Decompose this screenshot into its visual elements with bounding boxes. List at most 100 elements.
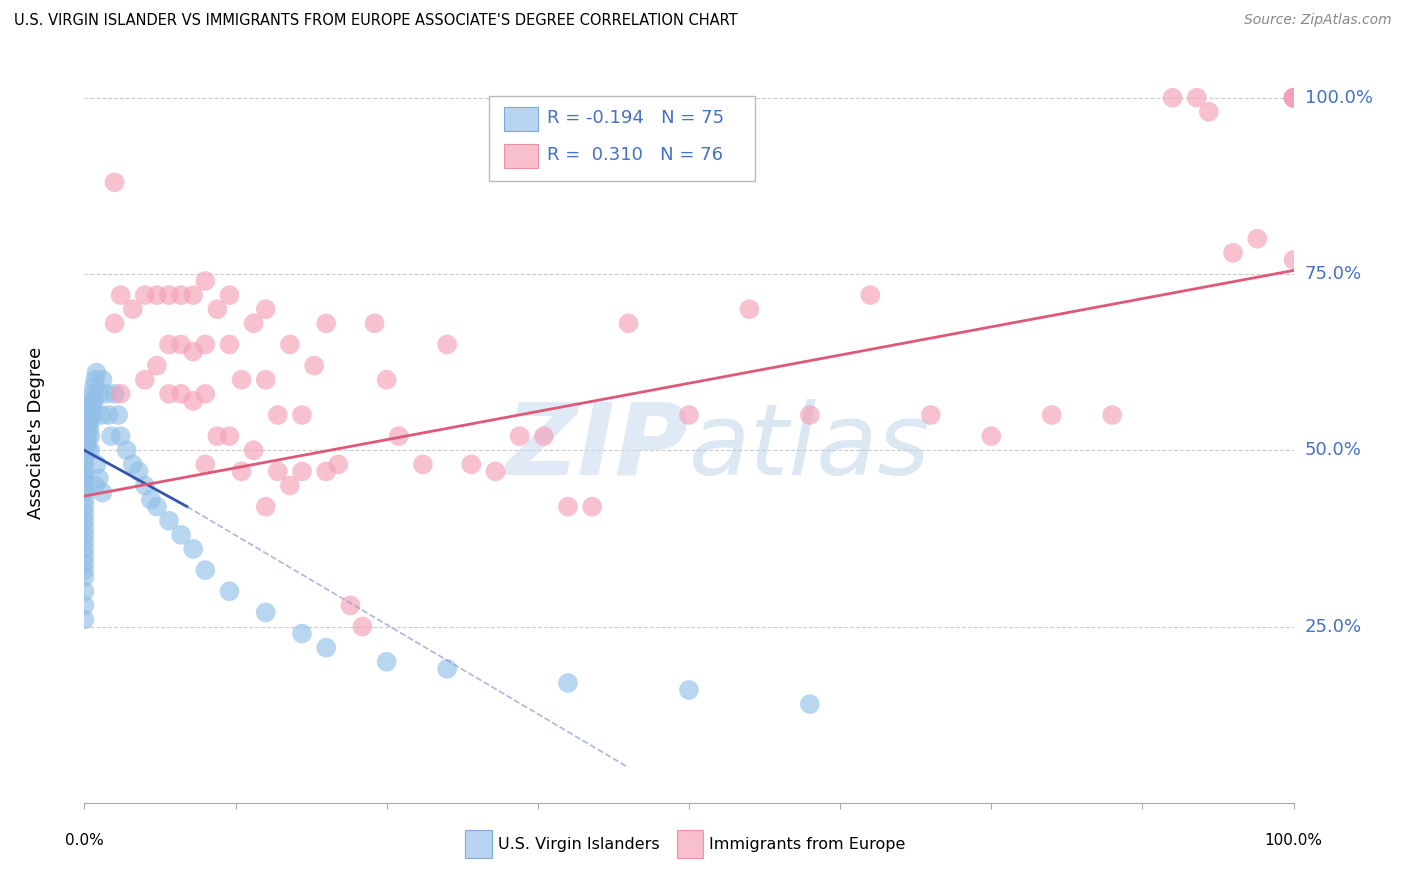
Point	[278, 478, 301, 492]
Point	[1161, 91, 1184, 105]
Point	[73, 471, 96, 485]
Point	[436, 337, 458, 351]
Point	[90, 408, 112, 422]
Point	[194, 458, 217, 472]
Point	[557, 500, 579, 514]
Point	[170, 337, 193, 351]
Point	[77, 429, 100, 443]
Point	[267, 408, 290, 422]
Point	[94, 387, 117, 401]
Point	[194, 337, 217, 351]
Point	[110, 429, 132, 443]
Point	[1101, 408, 1123, 422]
Point	[484, 464, 506, 478]
Point	[82, 401, 104, 415]
Point	[91, 373, 114, 387]
Point	[73, 485, 96, 500]
Point	[170, 288, 193, 302]
Text: Associate's Degree: Associate's Degree	[27, 346, 45, 519]
Point	[509, 429, 531, 443]
Point	[100, 429, 122, 443]
Point	[87, 387, 110, 401]
Text: R =  0.310   N = 76: R = 0.310 N = 76	[547, 146, 724, 164]
Point	[278, 337, 301, 351]
Point	[194, 563, 217, 577]
Point	[207, 429, 229, 443]
Point	[73, 521, 96, 535]
Point	[460, 458, 482, 472]
Point	[134, 478, 156, 492]
Point	[76, 436, 98, 450]
Point	[1185, 91, 1208, 105]
Point	[254, 606, 277, 620]
Text: R = -0.194   N = 75: R = -0.194 N = 75	[547, 109, 724, 127]
Point	[254, 500, 277, 514]
Point	[73, 507, 96, 521]
Point	[157, 514, 180, 528]
Text: ZIP: ZIP	[506, 399, 689, 496]
Point	[83, 380, 105, 394]
Point	[1282, 91, 1305, 105]
Point	[73, 471, 96, 485]
Point	[79, 429, 101, 443]
Point	[73, 563, 96, 577]
Point	[157, 288, 180, 302]
Point	[533, 429, 555, 443]
Point	[84, 373, 107, 387]
Point	[436, 662, 458, 676]
Point	[231, 464, 253, 478]
Point	[79, 443, 101, 458]
Bar	[503, 144, 538, 169]
Bar	[676, 830, 703, 858]
Text: 100.0%: 100.0%	[1305, 88, 1372, 107]
Point	[1246, 232, 1268, 246]
Point	[581, 500, 603, 514]
Point	[291, 626, 314, 640]
Text: Immigrants from Europe: Immigrants from Europe	[710, 837, 905, 852]
Text: Source: ZipAtlas.com: Source: ZipAtlas.com	[1244, 13, 1392, 28]
Point	[76, 422, 98, 436]
Point	[121, 302, 143, 317]
Point	[104, 387, 127, 401]
Point	[157, 387, 180, 401]
Point	[73, 599, 96, 613]
Point	[218, 429, 240, 443]
Point	[1282, 91, 1305, 105]
Point	[218, 584, 240, 599]
Point	[128, 464, 150, 478]
Point	[104, 175, 127, 189]
Text: 25.0%: 25.0%	[1305, 617, 1362, 635]
Point	[207, 302, 229, 317]
Text: 100.0%: 100.0%	[1264, 833, 1323, 848]
Point	[1282, 91, 1305, 105]
Point	[242, 443, 264, 458]
Text: atlas: atlas	[689, 399, 931, 496]
Point	[1222, 245, 1244, 260]
Text: U.S. Virgin Islanders: U.S. Virgin Islanders	[498, 837, 659, 852]
Bar	[503, 107, 538, 131]
Point	[73, 535, 96, 549]
Point	[194, 387, 217, 401]
Point	[181, 541, 204, 556]
Point	[139, 492, 162, 507]
Point	[80, 408, 103, 422]
Point	[77, 422, 100, 436]
Point	[328, 458, 350, 472]
Point	[181, 393, 204, 408]
Point	[134, 288, 156, 302]
Text: 75.0%: 75.0%	[1305, 265, 1362, 283]
Point	[110, 288, 132, 302]
Text: U.S. VIRGIN ISLANDER VS IMMIGRANTS FROM EUROPE ASSOCIATE'S DEGREE CORRELATION CH: U.S. VIRGIN ISLANDER VS IMMIGRANTS FROM …	[14, 13, 738, 29]
Point	[1040, 408, 1063, 422]
Point	[375, 655, 398, 669]
Point	[157, 337, 180, 351]
Point	[86, 366, 108, 380]
Point	[375, 373, 398, 387]
Point	[557, 676, 579, 690]
Point	[115, 443, 138, 458]
Point	[678, 683, 700, 698]
Point	[73, 549, 96, 563]
Point	[134, 373, 156, 387]
Point	[352, 619, 374, 633]
Point	[80, 393, 103, 408]
